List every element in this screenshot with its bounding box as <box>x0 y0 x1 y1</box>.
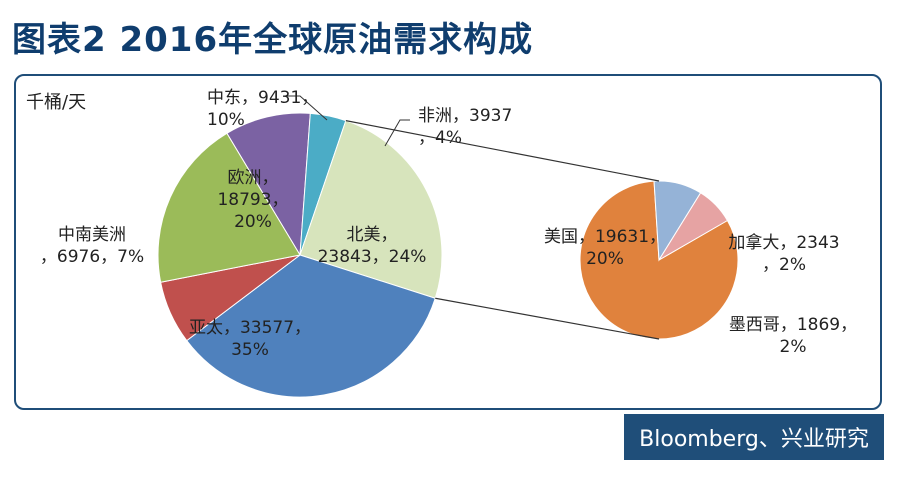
connector-lines <box>286 95 660 340</box>
pie-slice-墨西哥 <box>658 192 729 261</box>
slice-label-非洲: 非洲，3937 ，4% <box>418 106 512 148</box>
slice-label-美国: 美国，19631， 20% <box>544 227 666 269</box>
leader-line-非洲 <box>384 119 410 147</box>
pie-slice-中东 <box>226 112 311 257</box>
main-pie <box>157 112 443 398</box>
north-america-breakdown-pie <box>579 180 739 340</box>
slice-label-亚太: 亚太，33577， 35% <box>189 318 311 360</box>
chart-frame <box>14 74 882 410</box>
connector-top <box>345 120 660 182</box>
slice-label-北美: 北美， 23843，24% <box>318 225 427 267</box>
slice-label-墨西哥: 墨西哥，1869， 2% <box>729 315 857 357</box>
unit-label: 千桶/天 <box>26 92 86 113</box>
chart-title: 图表2 2016年全球原油需求构成 <box>12 20 534 60</box>
slice-label-欧洲: 欧洲， 18793， 20% <box>217 168 288 232</box>
source-badge: Bloomberg、兴业研究 <box>624 414 884 460</box>
slice-label-中东: 中东，9431， 10% <box>207 88 318 130</box>
pie-slice-亚太 <box>186 254 436 398</box>
leader-line-中东 <box>286 95 328 121</box>
pie-slice-欧洲 <box>157 132 301 283</box>
connector-bottom <box>435 297 660 340</box>
slice-labels: 中东，9431， 10% 非洲，3937 ，4% 北美， 23843，24% 亚太，3357… <box>40 88 857 360</box>
slice-label-加拿大: 加拿大，2343 ，2% <box>728 232 839 275</box>
slice-label-中南美洲: 中南美洲，6976，7% <box>40 225 144 267</box>
pie-slice-北美 <box>299 119 443 299</box>
